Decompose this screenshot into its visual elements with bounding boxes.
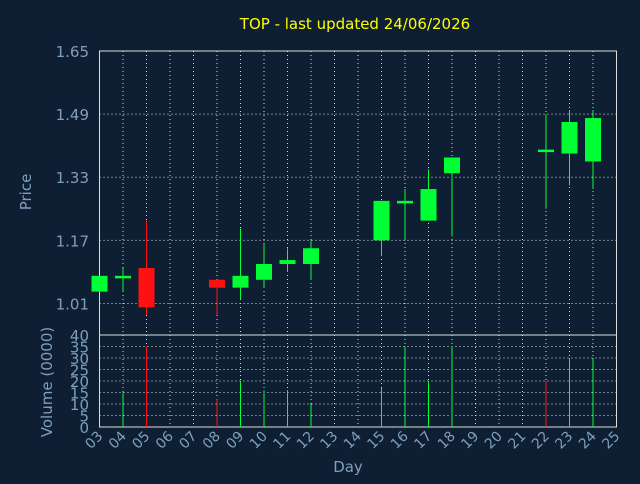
x-tick-label: 13 [317,429,341,453]
volume-tick-label: 30 [70,350,89,368]
volume-tick-label: 0 [79,419,89,437]
price-tick-label: 1.33 [56,169,89,187]
price-tick-label: 1.49 [56,106,89,124]
volume-panel-frame [99,334,617,428]
x-tick-label: 23 [552,429,576,453]
volume-tick-label: 40 [70,327,89,345]
candle-body [585,118,601,162]
x-tick-label: 08 [200,429,224,453]
candle-17 [420,169,437,221]
price-axis-label: Price [17,174,35,211]
candle-body [256,264,272,280]
x-tick-label: 05 [129,429,153,453]
candle-body [397,200,413,204]
x-tick-label: 21 [505,429,529,453]
candle-body [91,275,108,292]
candle-24 [585,110,601,190]
x-tick-label: 25 [599,429,623,453]
price-tick-label: 1.17 [56,232,89,250]
x-tick-label: 17 [411,429,435,453]
price-tick-label: 1.01 [56,295,89,313]
volume-tick-label: 10 [70,396,89,414]
x-tick-label: 04 [106,428,130,452]
candle-15 [373,200,390,257]
candle-23 [561,110,578,186]
candle-body [232,275,249,288]
candle-10 [256,244,272,288]
candle-body [538,149,554,153]
price-tick-label: 1.65 [56,43,89,61]
candle-16 [397,189,413,241]
x-tick-label: 07 [176,429,200,453]
candle-body [444,157,460,174]
candle-body [279,260,296,264]
x-tick-label: 18 [435,429,459,453]
candle-body [303,248,319,264]
candle-12 [303,240,319,280]
x-tick-label: 15 [364,429,388,453]
volume-axis-label: Volume (0000) [38,327,56,437]
candle-body [561,122,578,154]
x-tick-label: 10 [247,429,271,453]
chart-title: TOP - last updated 24/06/2026 [239,15,470,33]
x-tick-label: 16 [388,428,412,452]
volume-tick-label: 35 [70,339,89,357]
candle-body [209,279,225,288]
volume-tick-label: 20 [70,373,89,391]
x-tick-label: 19 [458,429,482,453]
x-tick-label: 22 [529,429,553,453]
x-tick-label: 14 [341,428,365,452]
x-axis-label: Day [333,458,363,476]
candle-18 [444,157,460,237]
candle-05 [138,220,155,316]
x-tick-label: 24 [576,428,600,452]
volume-tick-label: 25 [70,362,89,380]
x-tick-label: 09 [223,429,247,453]
candle-09 [232,228,249,300]
candle-body [373,200,390,241]
volume-tick-label: 5 [79,408,89,426]
x-tick-label: 06 [153,428,177,452]
candle-body [420,189,437,221]
x-tick-label: 12 [294,429,318,453]
candle-body [115,275,131,279]
volume-tick-label: 15 [70,385,89,403]
candle-08 [209,279,225,316]
candle-22 [538,114,554,209]
price-panel-frame [99,50,617,336]
candle-11 [279,248,296,272]
x-tick-label: 11 [270,429,294,453]
x-tick-label: 20 [482,429,506,453]
candle-body [138,267,155,308]
candle-04 [115,267,131,292]
candle-03 [91,275,108,292]
